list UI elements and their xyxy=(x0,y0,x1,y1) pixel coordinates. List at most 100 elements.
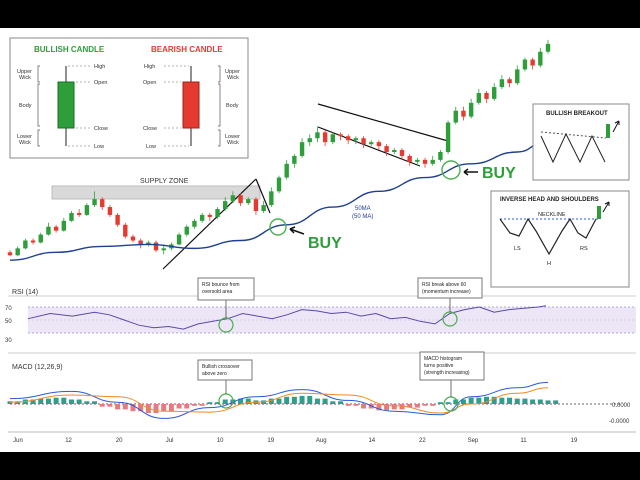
candle-bearish xyxy=(376,142,382,147)
buy-circle-2 xyxy=(441,160,461,180)
histogram-bar-positive xyxy=(460,399,466,404)
bear-lower-wick-label: Lower Wick xyxy=(225,134,240,146)
candle-bullish xyxy=(192,220,197,227)
candle-bullish xyxy=(499,79,505,88)
candle-bearish xyxy=(338,134,343,137)
histogram-bar-negative xyxy=(191,404,197,406)
histogram-bar-positive xyxy=(314,398,320,404)
histogram-bar-positive xyxy=(238,398,244,404)
bull-title: BULLISH CANDLE xyxy=(34,45,105,54)
ihs-box xyxy=(490,190,630,288)
candle-bearish xyxy=(123,224,128,237)
breakout-resistance xyxy=(540,131,607,139)
histogram-bar-negative xyxy=(122,404,128,410)
rsi-note-1: RSI bounce from oversold area xyxy=(202,282,240,295)
x-tick-label: 12 xyxy=(65,438,72,444)
candle-bullish xyxy=(430,159,435,164)
ihs-rs-label: RS xyxy=(580,246,588,252)
candle-bullish xyxy=(468,102,474,117)
x-tick-label: Jul xyxy=(166,438,174,444)
histogram-bar-negative xyxy=(184,404,190,409)
rsi-title: RSI (14) xyxy=(12,289,38,296)
candle-bearish xyxy=(484,93,489,99)
buy-arrow-1-head xyxy=(289,226,296,234)
x-tick-label: 11 xyxy=(520,438,527,444)
candle-bullish xyxy=(61,220,66,231)
histogram-bar-positive xyxy=(15,401,21,404)
candle-bullish xyxy=(369,142,374,145)
bull-open-label: Open xyxy=(94,80,107,86)
histogram-bar-positive xyxy=(553,400,559,404)
histogram-bar-positive xyxy=(337,401,343,404)
candle-bearish xyxy=(100,199,105,208)
histogram-bar-positive xyxy=(545,400,551,404)
candle-bullish xyxy=(292,155,297,164)
bear-guides xyxy=(164,65,189,147)
histogram-bar-positive xyxy=(53,397,59,404)
histogram-bar-negative xyxy=(168,404,174,412)
histogram-bar-positive xyxy=(530,399,536,404)
buy-arrow-2-head xyxy=(463,168,469,176)
histogram-bar-positive xyxy=(307,395,313,404)
buy-arrow-1 xyxy=(289,228,305,235)
candle-bearish xyxy=(407,155,412,162)
histogram-bar-positive xyxy=(84,401,90,404)
bull-high-label: High xyxy=(94,64,105,70)
bull-low-label: Low xyxy=(94,144,104,150)
histogram-bar-positive xyxy=(207,402,213,404)
candle-bearish xyxy=(7,252,13,256)
ihs-arrow-head xyxy=(604,201,610,206)
rsi-tick-30: 30 xyxy=(5,338,12,344)
candle-bullish xyxy=(261,205,266,211)
ihs-arrow xyxy=(602,201,610,213)
macd-note-2-line-2: turns positive xyxy=(424,363,454,369)
lower-wick-line-1: Lower xyxy=(17,134,32,140)
body-label-left: Body xyxy=(19,103,32,109)
lower-wick-line-2: Wick xyxy=(19,140,31,146)
candle-bullish xyxy=(438,152,443,160)
x-tick-label: Aug xyxy=(316,438,327,444)
macd-tick-zero: 0.0000 xyxy=(612,403,631,409)
ma-label-1: 50MA xyxy=(355,206,371,212)
candle-bullish xyxy=(276,177,282,192)
candle-bearish xyxy=(345,136,351,141)
histogram-bar-positive xyxy=(445,402,451,404)
histogram-bar-negative xyxy=(199,404,205,406)
candle-bullish xyxy=(23,240,28,249)
histogram-bar-negative xyxy=(391,404,397,410)
bull-body xyxy=(57,81,75,129)
rsi-note-2: RSI break above 60 (momentum increase) xyxy=(422,282,471,295)
candle-bearish xyxy=(384,146,389,152)
macd-line xyxy=(9,381,549,419)
rsi-note-2-box xyxy=(417,277,483,299)
histogram-bar-negative xyxy=(138,404,144,412)
histogram-bar-positive xyxy=(38,398,44,404)
candle-bearish xyxy=(253,199,259,211)
histogram-bar-positive xyxy=(215,402,221,404)
candle-bullish xyxy=(38,234,43,243)
breakout-arrow xyxy=(612,120,620,133)
bull-brackets xyxy=(37,65,40,147)
candle-bearish xyxy=(76,212,82,215)
candle-bearish xyxy=(361,138,366,145)
bear-upper-wick-line-2: Wick xyxy=(227,75,239,81)
candle-bullish xyxy=(415,159,420,162)
candle-bullish xyxy=(92,199,97,206)
histogram-bar-positive xyxy=(76,399,82,404)
histogram-bar-positive xyxy=(268,398,274,404)
candle-bullish xyxy=(330,134,335,143)
macd-note-1-line-1: Bullish crossover xyxy=(202,364,240,370)
breakout-zigzag xyxy=(540,132,606,164)
candle-bearish xyxy=(53,226,59,231)
histogram-bar-negative xyxy=(107,404,113,407)
candle-bearish xyxy=(30,240,36,243)
rsi-note-1-line-1: RSI bounce from xyxy=(202,282,240,288)
histogram-bar-positive xyxy=(453,399,459,404)
bear-lower-wick-line-2: Wick xyxy=(227,140,239,146)
candle-bearish xyxy=(107,207,113,215)
bear-high-label: High xyxy=(144,64,155,70)
candle-bullish xyxy=(445,122,451,152)
candles-group xyxy=(7,39,551,257)
flagpole-line-upper xyxy=(255,178,271,214)
breakout-arrow-head xyxy=(614,120,620,125)
